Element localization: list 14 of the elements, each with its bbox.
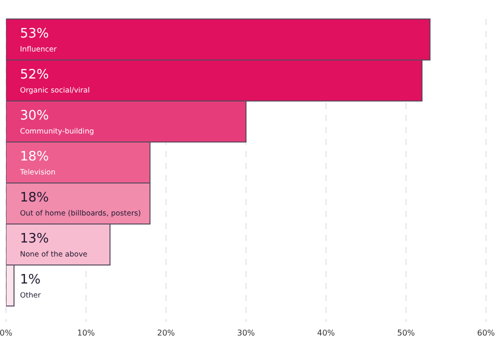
x-tick-label: 40% — [317, 328, 336, 338]
data-label: 30% — [20, 108, 49, 124]
data-label: 18% — [20, 190, 49, 206]
data-label: 53% — [20, 26, 49, 42]
x-tick-label: 20% — [157, 328, 176, 338]
data-label: 13% — [20, 232, 49, 246]
x-tick-label: 0% — [0, 328, 13, 338]
data-label: 18% — [20, 150, 49, 164]
x-tick-label: 50% — [397, 328, 416, 338]
x-tick-label: 60% — [477, 328, 496, 338]
x-tick-label: 10% — [77, 328, 96, 338]
data-label: 1% — [20, 272, 41, 288]
x-tick-label: 30% — [237, 328, 256, 338]
data-label: 52% — [20, 68, 49, 82]
